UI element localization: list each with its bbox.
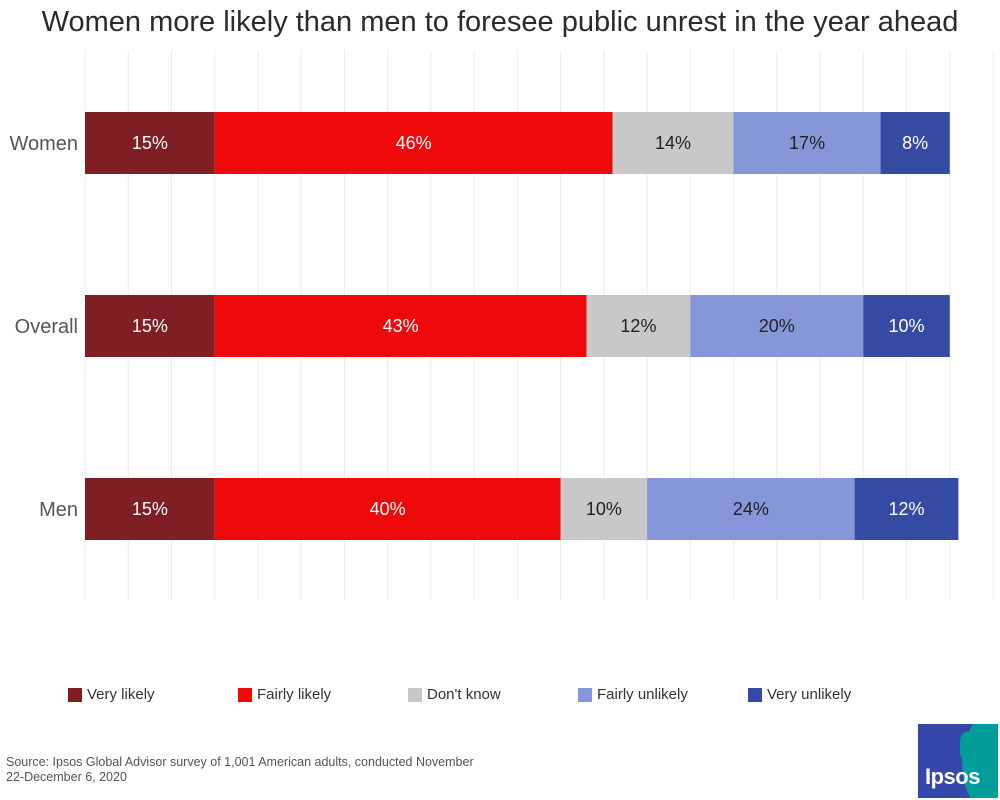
data-label: 15% — [132, 133, 168, 153]
legend-label: Fairly unlikely — [597, 686, 688, 703]
legend: Very likely Fairly likely Don't know Fairly… — [68, 686, 968, 708]
data-label: 20% — [759, 316, 795, 336]
bar-segment — [85, 295, 215, 357]
bar-segment — [612, 112, 734, 174]
bar-segment — [880, 112, 950, 174]
bar-segment — [733, 112, 881, 174]
legend-item: Fairly likely — [238, 686, 331, 703]
category-label: Women — [9, 133, 78, 155]
data-label: 14% — [655, 133, 691, 153]
legend-item: Very likely — [68, 686, 155, 703]
data-label: 40% — [370, 499, 406, 519]
legend-swatch — [68, 687, 82, 702]
legend-swatch — [748, 687, 762, 702]
legend-item: Very unlikely — [748, 686, 851, 703]
data-label: 46% — [396, 133, 432, 153]
logo-graphic — [918, 724, 998, 798]
data-label: 17% — [789, 133, 825, 153]
data-label: 10% — [889, 316, 925, 336]
ipsos-logo: Ipsos — [918, 724, 998, 798]
bar-segment — [85, 112, 215, 174]
data-label: 8% — [902, 133, 928, 153]
bar-segment — [85, 478, 215, 540]
source-note: Source: Ipsos Global Advisor survey of 1… — [6, 755, 526, 785]
bar-segment — [854, 478, 959, 540]
legend-item: Don't know — [408, 686, 501, 703]
bar-segment — [560, 478, 648, 540]
data-label: 24% — [733, 499, 769, 519]
bar-segment — [586, 295, 691, 357]
bar-segment — [214, 112, 613, 174]
source-line-1: Source: Ipsos Global Advisor survey of 1… — [6, 755, 474, 769]
chart-title: Women more likely than men to foresee pu… — [41, 6, 959, 38]
logo-text: Ipsos — [925, 764, 980, 789]
bar-segment — [690, 295, 864, 357]
category-labels: Women Overall Men — [9, 133, 78, 521]
bar-segment — [647, 478, 855, 540]
source-line-2: 22-December 6, 2020 — [6, 770, 127, 784]
legend-label: Very unlikely — [767, 686, 852, 703]
legend-swatch — [578, 687, 592, 702]
legend-label: Very likely — [87, 686, 155, 703]
legend-label: Don't know — [427, 686, 501, 703]
bar-segment — [214, 478, 561, 540]
data-label: 15% — [132, 316, 168, 336]
bar-segment — [863, 295, 950, 357]
legend-swatch — [238, 687, 252, 702]
bar-segment — [214, 295, 587, 357]
legend-label: Fairly likely — [257, 686, 332, 703]
category-label: Overall — [15, 316, 78, 338]
data-label: 12% — [889, 499, 925, 519]
data-label: 43% — [383, 316, 419, 336]
legend-swatch — [408, 687, 422, 702]
data-label: 15% — [132, 499, 168, 519]
legend-item: Fairly unlikely — [578, 686, 688, 703]
bars: 15% 46% 14% 17% 8% 15% 43% 12% 20% 10% 15% 40% 10% 24… — [85, 112, 959, 540]
category-label: Men — [39, 499, 78, 521]
data-label: 10% — [586, 499, 622, 519]
stacked-bar-chart: 15% 46% 14% 17% 8% 15% 43% 12% 20% 10% 15% 40% 10% 24… — [9, 50, 994, 600]
data-label: 12% — [620, 316, 656, 336]
